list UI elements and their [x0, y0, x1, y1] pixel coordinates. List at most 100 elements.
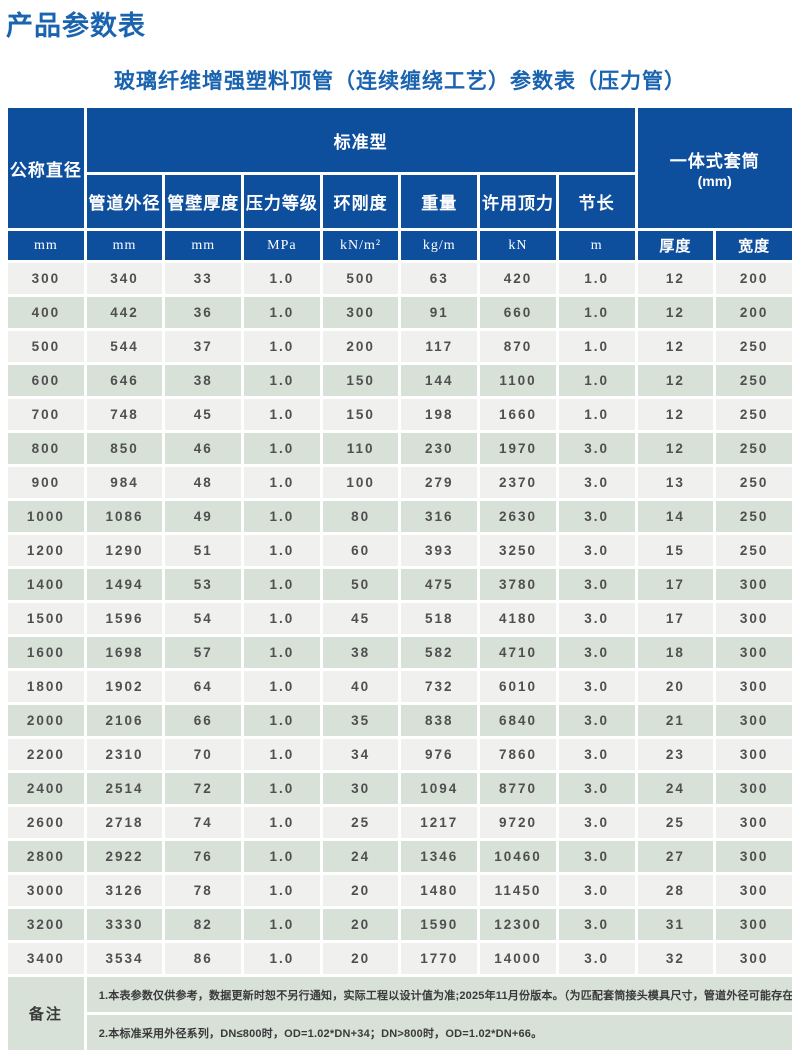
table-cell: 25 [637, 807, 714, 838]
table-cell: 300 [8, 263, 84, 294]
table-cell: 1100 [480, 365, 556, 396]
table-row: 600 646 38 1.0 150 144 1100 1.0 12 250 [8, 365, 792, 396]
table-cell: 1.0 [244, 569, 320, 600]
table-cell: 31 [637, 909, 714, 940]
col-header-allowable-jacking-force: 许用顶力 [480, 175, 556, 228]
col-header-sleeve-width: 宽度 [716, 231, 792, 260]
table-cell: 1494 [86, 569, 163, 600]
table-row: 500 544 37 1.0 200 117 870 1.0 12 250 [8, 331, 792, 362]
table-cell: 250 [716, 535, 792, 566]
table-row: 2800 2922 76 1.0 24 1346 10460 3.0 27 300 [8, 841, 792, 872]
table-cell: 300 [322, 297, 399, 328]
table-cell: 3400 [8, 943, 84, 974]
table-cell: 400 [8, 297, 84, 328]
table-body: 300 340 33 1.0 500 63 420 1.0 12 200 400 442 36 1.0 30… [8, 263, 792, 974]
table-cell: 3.0 [558, 569, 635, 600]
table-cell: 1.0 [244, 637, 320, 668]
table-cell: 8770 [480, 773, 556, 804]
table-row: 2400 2514 72 1.0 30 1094 8770 3.0 24 300 [8, 773, 792, 804]
table-cell: 300 [716, 569, 792, 600]
table-cell: 1086 [86, 501, 163, 532]
table-cell: 150 [322, 399, 399, 430]
table-cell: 25 [322, 807, 399, 838]
table-cell: 300 [716, 875, 792, 906]
col-header-section-length: 节长 [558, 175, 635, 228]
table-cell: 1970 [480, 433, 556, 464]
table-cell: 1500 [8, 603, 84, 634]
table-cell: 1.0 [244, 501, 320, 532]
table-cell: 900 [8, 467, 84, 498]
table-row: 800 850 46 1.0 110 230 1970 3.0 12 250 [8, 433, 792, 464]
table-cell: 32 [637, 943, 714, 974]
table-subtitle: 玻璃纤维增强塑料顶管（连续缠绕工艺）参数表（压力管） [114, 70, 686, 93]
table-cell: 6010 [480, 671, 556, 702]
table-cell: 800 [8, 433, 84, 464]
table-cell: 12 [637, 331, 714, 362]
table-cell: 582 [401, 637, 478, 668]
col-header-pressure-rating: 压力等级 [244, 175, 320, 228]
table-cell: 33 [165, 263, 242, 294]
table-cell: 78 [165, 875, 242, 906]
table-cell: 200 [716, 263, 792, 294]
table-cell: 3.0 [558, 909, 635, 940]
group-header-integrated-sleeve: 一体式套筒 (mm) [637, 108, 792, 228]
table-cell: 2106 [86, 705, 163, 736]
table-cell: 57 [165, 637, 242, 668]
table-cell: 3200 [8, 909, 84, 940]
table-cell: 732 [401, 671, 478, 702]
table-cell: 3.0 [558, 807, 635, 838]
table-cell: 200 [716, 297, 792, 328]
unit-pipe-outer-diameter: mm [86, 231, 163, 260]
table-cell: 3.0 [558, 875, 635, 906]
table-cell: 3.0 [558, 535, 635, 566]
table-cell: 80 [322, 501, 399, 532]
table-cell: 2800 [8, 841, 84, 872]
table-cell: 300 [716, 807, 792, 838]
table-cell: 30 [322, 773, 399, 804]
table-cell: 12300 [480, 909, 556, 940]
table-cell: 1.0 [558, 297, 635, 328]
table-cell: 850 [86, 433, 163, 464]
table-cell: 442 [86, 297, 163, 328]
table-cell: 2600 [8, 807, 84, 838]
table-cell: 21 [637, 705, 714, 736]
table-cell: 475 [401, 569, 478, 600]
table-cell: 544 [86, 331, 163, 362]
table-cell: 300 [716, 739, 792, 770]
table-cell: 144 [401, 365, 478, 396]
table-cell: 49 [165, 501, 242, 532]
table-cell: 24 [637, 773, 714, 804]
table-cell: 20 [322, 943, 399, 974]
table-row: 3000 3126 78 1.0 20 1480 11450 3.0 28 300 [8, 875, 792, 906]
table-cell: 51 [165, 535, 242, 566]
table-cell: 20 [637, 671, 714, 702]
sleeve-header-text: 一体式套筒 [669, 152, 760, 171]
table-cell: 3126 [86, 875, 163, 906]
table-cell: 250 [716, 399, 792, 430]
table-row: 1600 1698 57 1.0 38 582 4710 3.0 18 300 [8, 637, 792, 668]
table-cell: 3.0 [558, 603, 635, 634]
table-cell: 300 [716, 773, 792, 804]
table-cell: 60 [322, 535, 399, 566]
table-cell: 1.0 [244, 875, 320, 906]
table-cell: 3330 [86, 909, 163, 940]
table-cell: 500 [8, 331, 84, 362]
table-cell: 300 [716, 603, 792, 634]
table-cell: 2718 [86, 807, 163, 838]
table-cell: 3.0 [558, 773, 635, 804]
table-cell: 2400 [8, 773, 84, 804]
table-cell: 7860 [480, 739, 556, 770]
table-cell: 420 [480, 263, 556, 294]
table-cell: 1.0 [244, 807, 320, 838]
table-cell: 45 [322, 603, 399, 634]
table-cell: 1800 [8, 671, 84, 702]
table-cell: 3.0 [558, 501, 635, 532]
table-cell: 63 [401, 263, 478, 294]
note-2: 2.本标准采用外径系列，DN≤800时，OD=1.02*DN+34；DN>800… [86, 1015, 792, 1050]
table-cell: 36 [165, 297, 242, 328]
table-cell: 100 [322, 467, 399, 498]
table-cell: 230 [401, 433, 478, 464]
note-1: 1.本表参数仅供参考，数据更新时恕不另行通知，实际工程以设计值为准;2025年1… [86, 977, 792, 1012]
table-cell: 4180 [480, 603, 556, 634]
table-cell: 15 [637, 535, 714, 566]
